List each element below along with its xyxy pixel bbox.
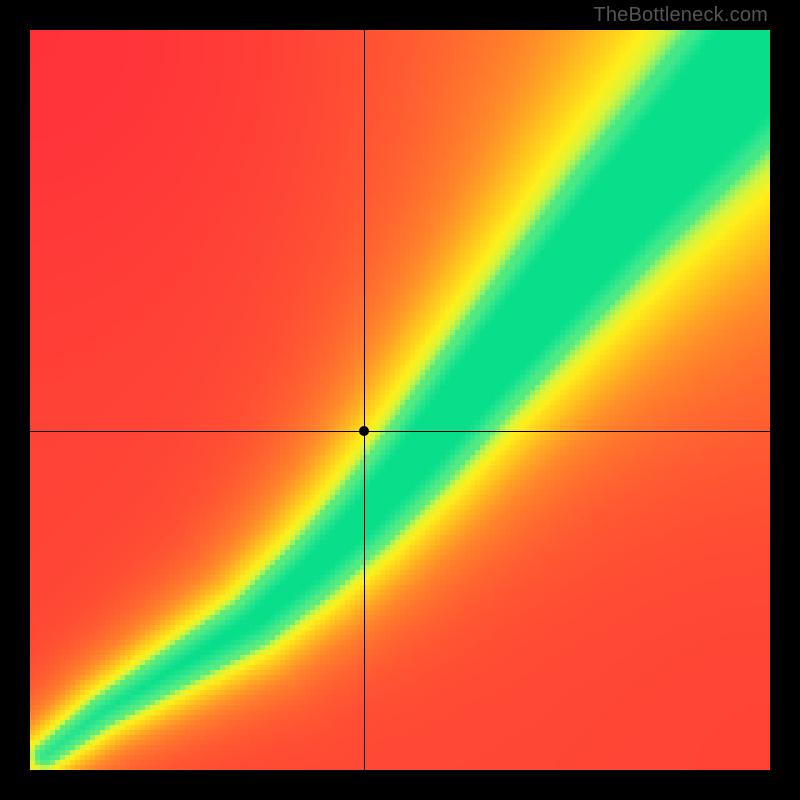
- crosshair-vertical: [364, 30, 365, 770]
- heatmap-canvas: [30, 30, 770, 770]
- chart-container: TheBottleneck.com: [0, 0, 800, 800]
- crosshair-horizontal: [30, 431, 770, 432]
- watermark-text: TheBottleneck.com: [593, 4, 768, 27]
